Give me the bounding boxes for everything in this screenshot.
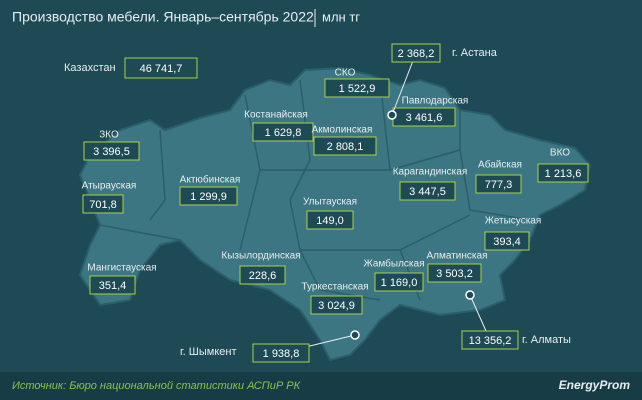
value: 13 356,2 (469, 335, 512, 347)
value: 1 938,8 (263, 348, 300, 360)
city-marker (387, 110, 397, 120)
city-marker (350, 330, 360, 340)
value: 2 368,2 (398, 48, 435, 60)
city-name: г. Астана (452, 47, 498, 59)
value-box (252, 343, 310, 363)
value: 393,4 (493, 236, 521, 248)
value: 701,8 (89, 199, 117, 211)
region-name: Акмолинская (312, 125, 373, 136)
value: 228,6 (249, 270, 277, 282)
region-name: ЗКО (99, 130, 119, 141)
value-box (89, 275, 136, 295)
value-box (310, 295, 363, 315)
value: 3 503,2 (436, 268, 473, 280)
value-box (306, 210, 354, 230)
city-marker (465, 290, 475, 300)
value-box (399, 181, 456, 201)
value: 2 808,1 (327, 141, 364, 153)
region-name: СКО (335, 68, 356, 79)
value-box (82, 194, 124, 214)
value: 3 447,5 (409, 186, 446, 198)
value: 1 522,9 (339, 83, 376, 95)
region-name: Алматинская (427, 251, 488, 262)
value-box (537, 163, 589, 183)
value-box (461, 330, 519, 350)
region-name: Костанайская (244, 110, 308, 121)
city-name: г. Алматы (522, 334, 571, 346)
region-name: Мангистауская (87, 263, 156, 274)
value-box (83, 141, 140, 161)
region-name: Абайская (478, 159, 522, 171)
region-name: Жетысуская (485, 216, 542, 227)
value-box (324, 78, 390, 98)
logo: EnergyProm (559, 378, 631, 392)
value: 149,0 (316, 215, 344, 227)
value-box (374, 272, 424, 292)
value: 3 396,5 (93, 146, 130, 158)
value: 777,3 (485, 179, 513, 191)
value-box (484, 231, 530, 251)
city-connector (391, 52, 417, 116)
value-box (475, 174, 522, 194)
footer-bar (0, 372, 642, 400)
value: 351,4 (99, 280, 127, 292)
region-name: Карагандинская (393, 167, 468, 178)
region-name: Улытауская (303, 197, 357, 208)
title: Производство мебели. Январь–сентябрь 202… (12, 9, 314, 25)
value: 1 169,0 (381, 277, 418, 289)
value: 1 629,8 (265, 127, 302, 139)
value: 3 461,6 (406, 112, 443, 124)
value-box (124, 57, 198, 79)
source: Источник: Бюро национальной статистики А… (12, 380, 301, 392)
value-box (391, 43, 441, 63)
value: 46 741,7 (140, 63, 183, 75)
value-box (179, 186, 238, 206)
region-name: Туркестанская (301, 282, 368, 293)
total-label: Казахстан (64, 62, 116, 74)
value-box (239, 265, 286, 285)
value-box (313, 136, 377, 156)
region-name: Атырауская (82, 181, 137, 192)
unit: млн тг (322, 9, 360, 24)
value-box (427, 263, 482, 283)
region-name: ВКО (550, 148, 570, 159)
value-box (252, 122, 314, 142)
region-name: Павлодарская (402, 96, 469, 107)
value: 1 299,9 (190, 191, 227, 203)
value: 3 024,9 (318, 300, 355, 312)
region-name: Кызылординская (221, 251, 300, 262)
city-name: г. Шымкент (180, 346, 237, 358)
region-name: Жамбылская (364, 258, 425, 270)
region-name: Актюбинская (180, 174, 241, 186)
value: 1 213,6 (545, 168, 582, 180)
